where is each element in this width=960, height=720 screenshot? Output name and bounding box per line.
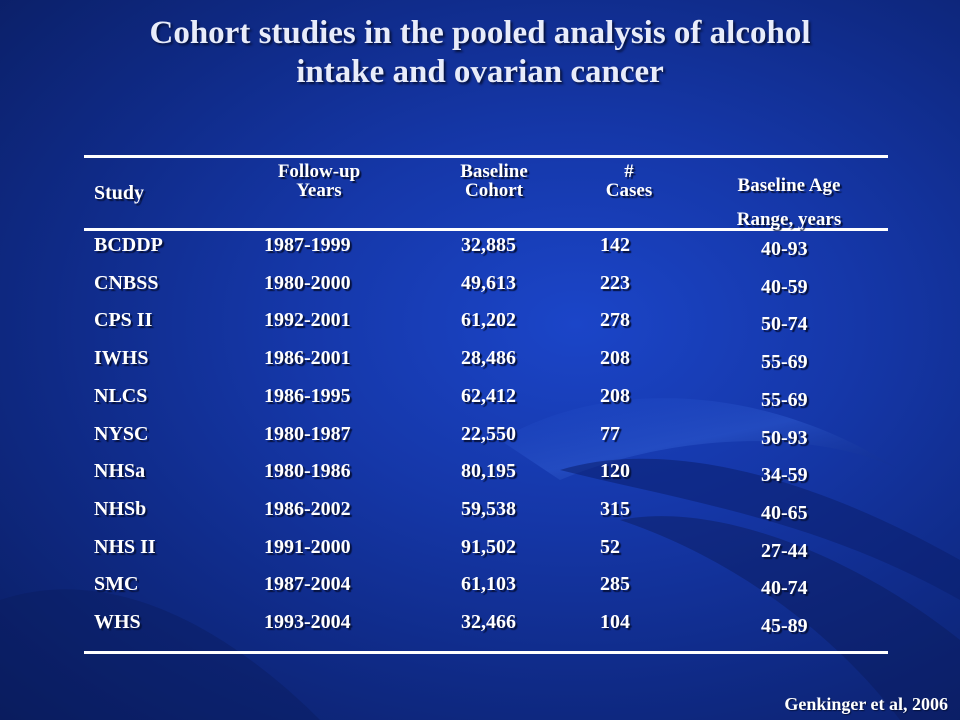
cell-study: NYSC: [94, 423, 149, 445]
cell-study: NHS II: [94, 536, 156, 558]
cell-age: 40-65: [761, 502, 808, 524]
header-baseline-age: Baseline Age Range, years: [704, 169, 874, 237]
header-study: Study: [94, 182, 145, 204]
header-cases-line2: Cases: [605, 180, 653, 201]
cell-cohort: 32,885: [461, 234, 516, 256]
cohort-table: Study Follow-up Years Baseline Cohort # …: [84, 0, 888, 720]
cell-age: 40-93: [761, 238, 808, 260]
cell-study: CNBSS: [94, 272, 159, 294]
header-followup-line1: Follow-up: [277, 161, 361, 182]
cell-cohort: 28,486: [461, 347, 516, 369]
cell-age: 40-74: [761, 577, 808, 599]
cell-cases: 104: [600, 611, 630, 633]
cell-cases: 223: [600, 272, 630, 294]
cell-cases: 278: [600, 309, 630, 331]
cell-study: NLCS: [94, 385, 148, 407]
cell-study: NHSb: [94, 498, 147, 520]
cell-years: 1986-1995: [264, 385, 351, 407]
header-followup: Follow-up Years: [254, 162, 384, 200]
cell-years: 1987-1999: [264, 234, 351, 256]
cell-years: 1986-2002: [264, 498, 351, 520]
cell-cohort: 61,103: [461, 573, 516, 595]
header-baseline-cohort: Baseline Cohort: [434, 162, 554, 200]
cell-study: SMC: [94, 573, 139, 595]
cell-cases: 52: [600, 536, 620, 558]
cell-cases: 315: [600, 498, 630, 520]
cell-age: 50-93: [761, 427, 808, 449]
cell-age: 55-69: [761, 389, 808, 411]
header-cases: # Cases: [589, 162, 669, 200]
citation: Genkinger et al, 2006: [784, 694, 948, 714]
header-age-line1: Baseline Age: [737, 175, 841, 196]
cell-age: 55-69: [761, 351, 808, 373]
header-baseline-line2: Cohort: [464, 180, 524, 201]
cell-study: WHS: [94, 611, 141, 633]
cell-age: 34-59: [761, 464, 808, 486]
slide-title: Cohort studies in the pooled analysis of…: [0, 14, 960, 92]
cell-cases: 120: [600, 460, 630, 482]
cell-age: 27-44: [761, 540, 808, 562]
header-followup-line2: Years: [296, 180, 342, 201]
cell-years: 1986-2001: [264, 347, 351, 369]
cell-age: 40-59: [761, 276, 808, 298]
cell-cohort: 59,538: [461, 498, 516, 520]
cell-years: 1980-1986: [264, 460, 351, 482]
cell-cohort: 32,466: [461, 611, 516, 633]
cell-cohort: 49,613: [461, 272, 516, 294]
header-age-line2: Range, years: [736, 209, 842, 230]
cell-study: BCDDP: [94, 234, 163, 256]
cell-years: 1980-2000: [264, 272, 351, 294]
cell-cases: 285: [600, 573, 630, 595]
table-header-rule: [84, 228, 888, 231]
cell-years: 1992-2001: [264, 309, 351, 331]
cell-cases: 77: [600, 423, 620, 445]
cell-cases: 208: [600, 385, 630, 407]
cell-cases: 142: [600, 234, 630, 256]
cell-cohort: 62,412: [461, 385, 516, 407]
cell-cohort: 91,502: [461, 536, 516, 558]
cell-cohort: 22,550: [461, 423, 516, 445]
title-line-1: Cohort studies in the pooled analysis of…: [149, 15, 811, 51]
cell-years: 1987-2004: [264, 573, 351, 595]
cell-years: 1991-2000: [264, 536, 351, 558]
cell-cohort: 61,202: [461, 309, 516, 331]
cell-years: 1993-2004: [264, 611, 351, 633]
cell-cohort: 80,195: [461, 460, 516, 482]
header-cases-line1: #: [624, 161, 634, 182]
table-top-rule: [84, 155, 888, 158]
cell-study: IWHS: [94, 347, 149, 369]
cell-study: CPS II: [94, 309, 153, 331]
cell-age: 45-89: [761, 615, 808, 637]
cell-years: 1980-1987: [264, 423, 351, 445]
cell-study: NHSa: [94, 460, 146, 482]
title-line-2: intake and ovarian cancer: [296, 54, 664, 90]
cell-age: 50-74: [761, 313, 808, 335]
cell-cases: 208: [600, 347, 630, 369]
header-baseline-line1: Baseline: [460, 161, 528, 182]
table-bottom-rule: [84, 651, 888, 654]
